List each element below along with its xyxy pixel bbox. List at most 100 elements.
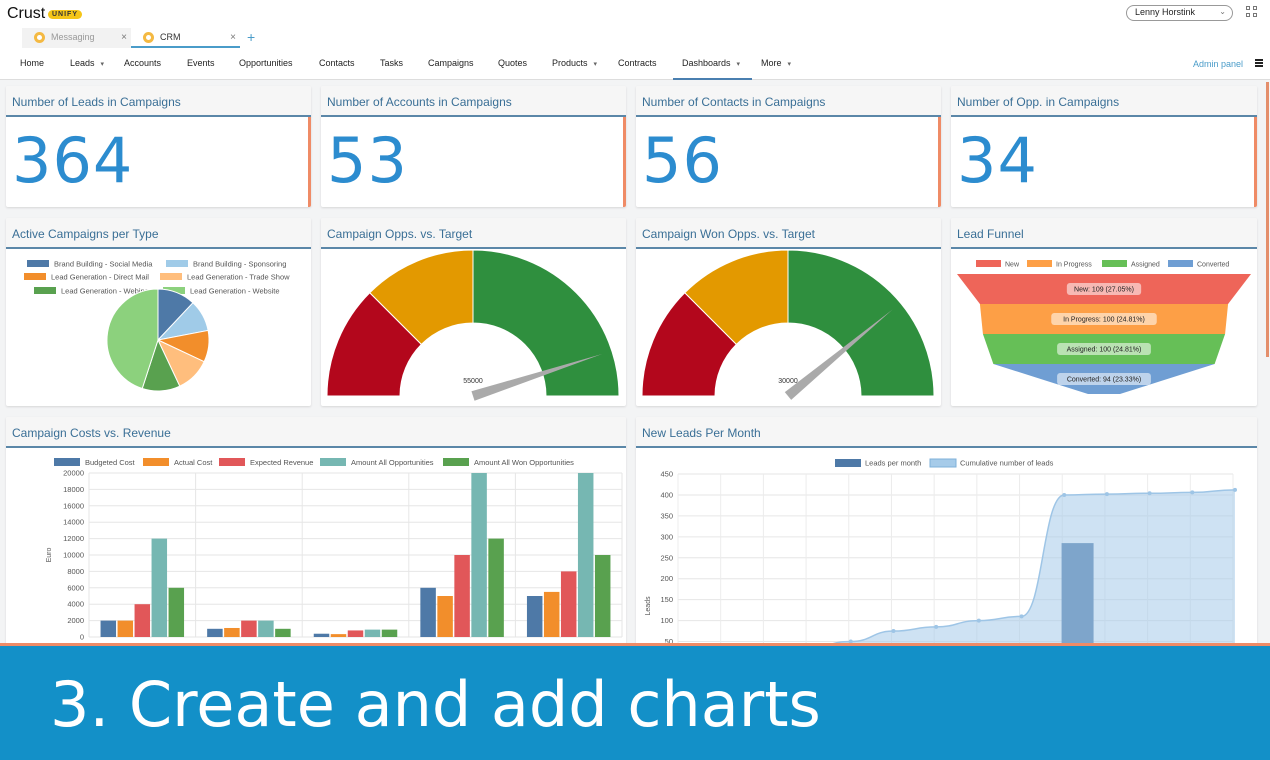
app-brand[interactable]: Crust [7,5,46,22]
bar [134,604,151,637]
gauge-needle [471,354,603,401]
legend-swatch [1027,260,1052,267]
card-title: Campaign Costs vs. Revenue [6,417,626,448]
menu-icon[interactable] [1255,59,1263,67]
tick-label: 12000 [63,534,84,543]
scrollbar-thumb[interactable] [1266,82,1269,357]
dropdown-icon: ▾ [100,61,105,68]
legend-swatch [166,260,188,267]
nav-opportunities[interactable]: Opportunities [239,58,293,68]
tab-bar: Messaging × CRM × + [0,28,1270,48]
tick-label: 14000 [63,518,84,527]
legend-swatch [143,458,169,466]
tab-messaging[interactable]: Messaging × [22,28,131,48]
gauge-card-opps: Campaign Opps. vs. Target 55000 [321,218,626,406]
close-icon[interactable]: × [230,32,236,43]
data-point [1019,614,1024,619]
bar [526,596,543,637]
data-point [1104,492,1109,497]
data-point [1062,492,1067,497]
funnel-label-bg [1057,343,1151,355]
card-title: Number of Contacts in Campaigns [636,86,941,117]
funnel-label: Converted: 94 (23.33%) [1067,377,1141,384]
bar [258,620,274,637]
nav-contracts[interactable]: Contracts [618,58,657,68]
nav-label: Dashboards [682,58,731,68]
user-name: Lenny Horstink [1135,7,1196,17]
nav-more[interactable]: More ▾ [761,58,791,68]
tick-label: 150 [660,595,673,604]
legend-swatch [219,458,245,466]
bar [471,473,487,637]
nav-accounts[interactable]: Accounts [124,58,161,68]
nav-campaigns[interactable]: Campaigns [428,58,474,68]
bar [241,620,257,637]
nav-dashboards[interactable]: Dashboards ▾ [682,58,740,68]
tick-label: 400 [660,490,673,499]
add-tab-icon[interactable]: + [247,29,256,45]
admin-panel-link[interactable]: Admin panel [1193,59,1244,69]
nav-products[interactable]: Products ▾ [552,58,597,68]
data-point [1190,490,1195,495]
bar [207,628,223,637]
nav-contacts[interactable]: Contacts [319,58,355,68]
legend-label: Lead Generation - Webinar [61,287,152,296]
tick-label: 50 [665,637,673,646]
bar [381,629,398,637]
legend-label: Lead Generation - Direct Mail [51,273,149,282]
bar [560,571,577,637]
bar [420,587,436,637]
legend-swatch [976,260,1001,267]
gauge-label: 55000 [463,378,483,385]
app-icon [34,32,45,43]
funnel-label: Assigned: 100 (24.81%) [1067,347,1142,354]
nav-home[interactable]: Home [20,58,44,68]
gauge-needle [784,309,893,400]
scrollbar-track[interactable] [1264,82,1270,642]
nav-label: Leads [70,58,95,68]
card-title: Number of Accounts in Campaigns [321,86,626,117]
costs-card: Campaign Costs vs. Revenue Budgeted Cost… [6,417,626,647]
metric-accent-bar [623,117,626,207]
legend-swatch [320,458,346,466]
nav-tasks[interactable]: Tasks [380,58,403,68]
tab-crm[interactable]: CRM × [131,28,240,48]
close-icon[interactable]: × [121,32,127,43]
funnel-label-group: Converted: 94 (23.33%) [1057,373,1151,385]
line-chart: Leads per month Cumulative number of lead… [645,458,1237,647]
tab-label: CRM [160,32,181,42]
legend-label: Leads per month [865,459,921,468]
metric-value: 56 [642,124,723,197]
apps-grid-icon[interactable] [1246,6,1258,18]
tick-label: 350 [660,511,673,520]
nav-label: Campaigns [428,58,474,68]
nav-leads[interactable]: Leads ▾ [70,58,104,68]
tick-label: 100 [660,616,673,625]
card-title: New Leads Per Month [636,417,1257,448]
funnel-label-bg [1057,373,1151,385]
banner-caption: 3. Create and add charts [50,668,821,741]
legend-swatch [1168,260,1193,267]
user-select[interactable]: Lenny Horstink ⌄ [1126,5,1233,21]
legend-label: Brand Building - Social Media [54,260,153,269]
nav-events[interactable]: Events [187,58,215,68]
axis-label: Leads [645,596,652,616]
funnel-label: New: 109 (27.05%) [1074,287,1134,294]
card-title: Lead Funnel [951,218,1257,249]
bar [313,633,330,637]
nav-quotes[interactable]: Quotes [498,58,527,68]
tick-label: 0 [80,633,84,642]
metric-card-opportunities: Number of Opp. in Campaigns 34 [951,86,1257,207]
pie-chart: Brand Building - Social Media Brand Build… [24,260,290,392]
bar [488,538,504,637]
tab-label: Messaging [51,32,95,42]
data-point [1147,491,1152,496]
active-nav-indicator [673,78,752,80]
pie-slice [106,288,159,390]
metric-card-accounts: Number of Accounts in Campaigns 53 [321,86,626,207]
funnel-label-group: In Progress: 100 (24.81%) [1051,313,1157,325]
chevron-down-icon: ⌄ [1219,7,1226,16]
gauge-band [472,249,620,397]
bar [330,634,347,637]
bar [117,620,134,637]
